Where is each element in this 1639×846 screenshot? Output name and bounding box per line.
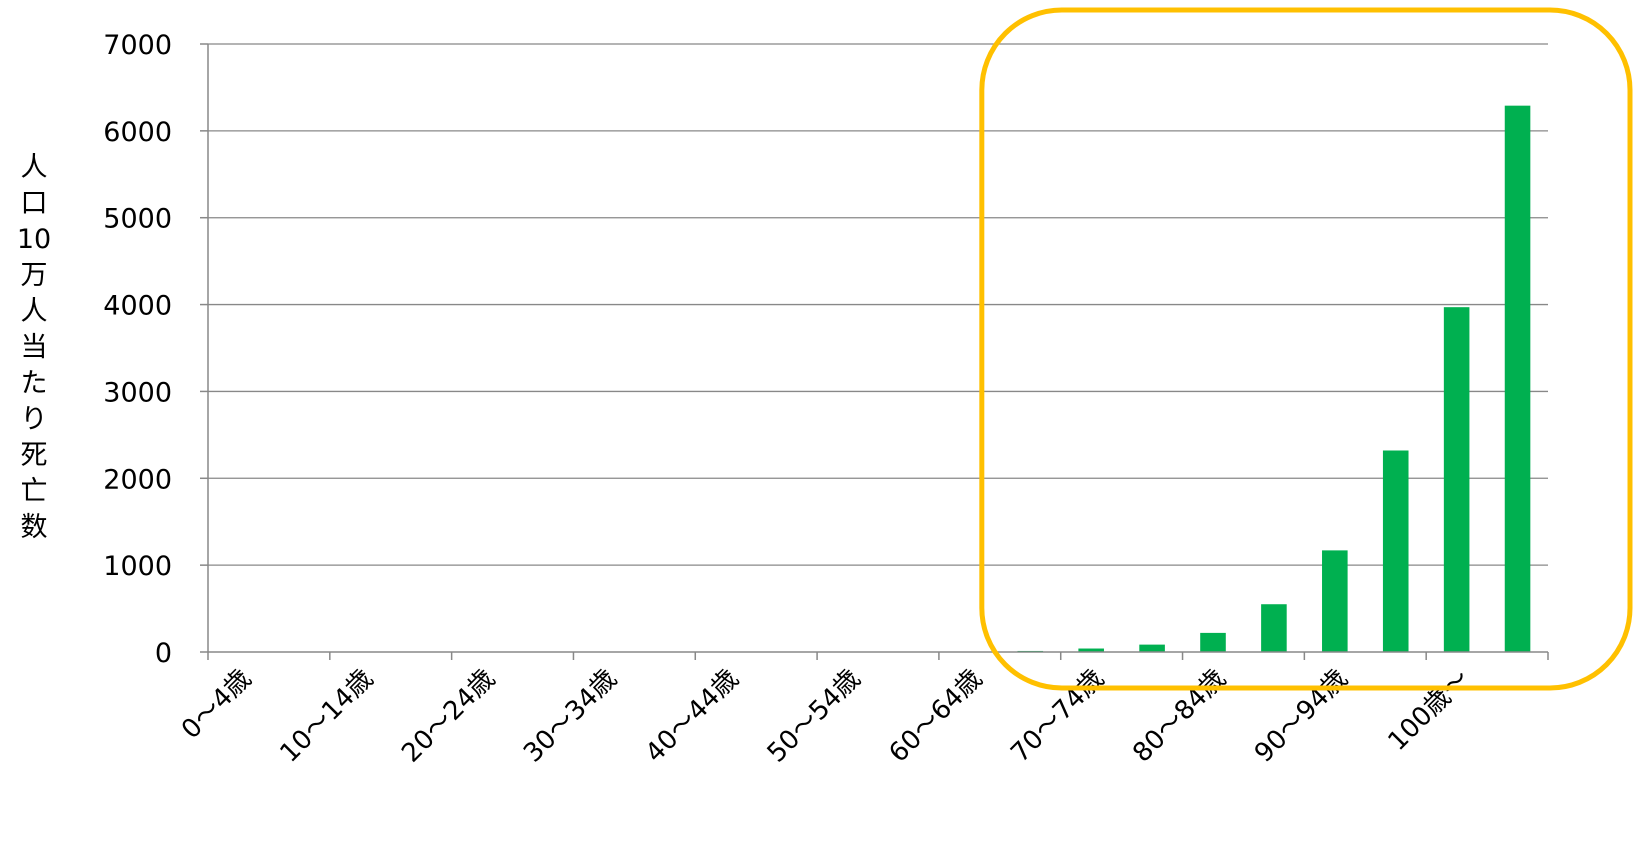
y-axis-label-char: 死 [20,440,48,471]
y-tick-label: 0 [155,638,172,669]
bar [1443,307,1470,652]
y-tick-label: 3000 [103,377,172,408]
y-axis-label-char: り [20,404,48,435]
y-axis-label-char: 当 [20,332,48,363]
y-axis-label: 人口 10 万人当たり死亡数 [14,150,54,546]
x-tick-label: 20〜24歳 [396,664,501,769]
y-tick-label: 7000 [103,30,172,61]
y-axis-label-char: 人 [20,296,48,327]
bar [1200,632,1226,652]
x-axis [200,43,1549,660]
y-tick-label: 4000 [103,291,172,322]
y-axis-label-char: た [20,368,48,399]
x-tick-label: 30〜34歳 [518,664,623,769]
y-tick-labels: 0 1000 2000 3000 4000 5000 6000 7000 [103,30,172,669]
bar [1322,550,1348,652]
x-tick-label: 80〜84歳 [1127,664,1232,769]
x-tick-labels: 0〜4歳 10〜14歳 20〜24歳 30〜34歳 40〜44歳 50〜54歳 60〜64歳… [176,664,1476,769]
bar [1382,450,1409,652]
y-axis-label-char: 数 [20,512,48,543]
x-tick-label: 10〜14歳 [274,664,379,769]
y-tick-label: 2000 [103,464,172,495]
y-axis-label-char: 亡 [20,476,48,507]
y-axis-label-char: 10 [16,224,52,255]
bar [1261,604,1287,652]
y-axis-label-char: 万 [20,260,48,291]
x-tick-label: 90〜94歳 [1249,664,1354,769]
x-tick-label: 40〜44歳 [640,664,745,769]
bar [1078,648,1104,652]
bars [956,105,1531,652]
y-axis-label-char: 人 [20,152,48,183]
y-axis-label-char: 口 [20,188,48,219]
bar [1139,644,1165,652]
bar [1504,105,1531,652]
highlight-box [979,7,1633,691]
y-tick-label: 1000 [103,551,172,582]
y-tick-label: 6000 [103,117,172,148]
x-tick-label: 100歳〜 [1383,664,1476,757]
x-tick-label: 50〜54歳 [762,664,867,769]
x-tick-label: 0〜4歳 [176,664,257,745]
gridlines [208,43,1548,566]
y-tick-label: 5000 [103,204,172,235]
x-tick-label: 60〜64歳 [884,664,989,769]
